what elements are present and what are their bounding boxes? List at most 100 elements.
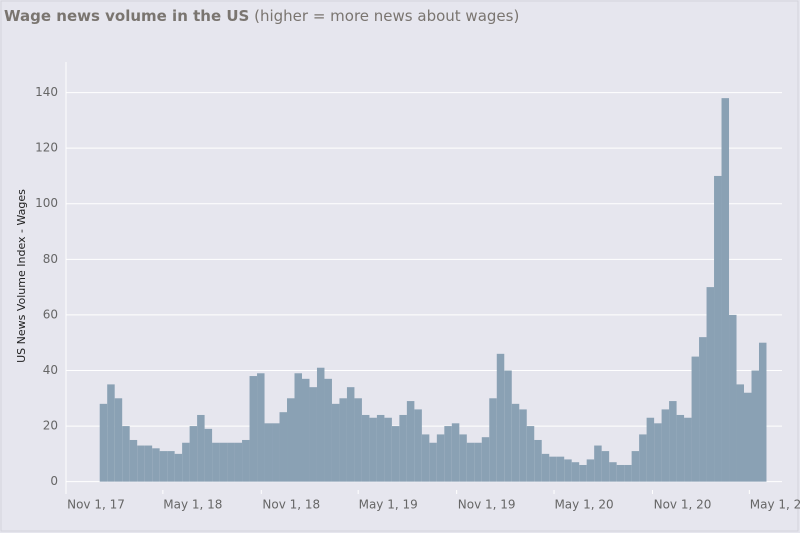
bar <box>451 423 460 482</box>
bar <box>496 353 505 482</box>
bar <box>616 464 625 482</box>
x-tick-label: May 1, 18 <box>163 498 222 512</box>
bar <box>699 337 707 482</box>
bar <box>294 373 302 482</box>
bar <box>691 356 700 482</box>
bar <box>257 373 265 482</box>
x-tick-label: May 1, 20 <box>554 498 613 512</box>
bar <box>721 98 730 482</box>
y-axis-label: US News Volume Index - Wages <box>15 189 28 363</box>
bar <box>639 434 647 482</box>
bar <box>384 417 392 482</box>
bar <box>751 370 759 482</box>
x-tick-label: Nov 1, 18 <box>262 498 320 512</box>
bar <box>144 445 153 482</box>
bar <box>309 387 317 482</box>
bar <box>564 459 572 482</box>
bar <box>729 314 737 482</box>
bar <box>129 439 138 482</box>
y-tick-label: 40 <box>43 363 58 377</box>
bar <box>287 398 295 482</box>
bar <box>436 434 445 482</box>
y-tick-label: 20 <box>43 419 58 433</box>
bar <box>159 451 168 482</box>
bar <box>399 414 407 482</box>
y-tick-label: 140 <box>35 85 58 99</box>
y-tick-label: 120 <box>35 141 58 155</box>
bar <box>511 403 520 482</box>
bar <box>421 434 430 482</box>
bar <box>182 442 190 482</box>
bar <box>481 437 490 482</box>
bar <box>324 378 332 482</box>
bar <box>219 442 228 482</box>
bar <box>594 445 602 482</box>
bar <box>99 403 108 482</box>
bar <box>758 342 767 482</box>
bar <box>624 464 632 482</box>
subtitle: (higher = more news about wages) <box>254 7 519 25</box>
bar <box>316 367 325 482</box>
bar <box>167 451 175 482</box>
bar <box>534 439 542 482</box>
x-tick-label: Nov 1, 19 <box>458 498 516 512</box>
bar <box>346 387 355 482</box>
bar <box>301 378 310 482</box>
bar <box>684 417 692 482</box>
bar <box>744 392 752 482</box>
bar <box>549 456 557 482</box>
bar <box>736 384 745 482</box>
bar <box>556 456 565 482</box>
chart-title: Wage news volume in the US (higher = mor… <box>4 7 519 25</box>
bar <box>279 412 288 482</box>
y-tick-label: 0 <box>50 474 58 488</box>
bar <box>676 414 685 482</box>
bar <box>661 409 670 482</box>
bar <box>227 442 235 482</box>
bar <box>646 417 655 482</box>
bar <box>466 442 475 482</box>
bar <box>369 417 377 482</box>
y-tick-label: 80 <box>43 252 58 266</box>
y-tick-label: 100 <box>35 196 58 210</box>
bar <box>391 426 400 482</box>
bar <box>571 462 580 482</box>
bar <box>579 464 587 482</box>
bar <box>107 384 115 482</box>
bar <box>669 401 677 482</box>
bar <box>376 414 385 482</box>
bar <box>249 376 258 482</box>
title: Wage news volume in the US <box>4 7 249 25</box>
bar <box>174 453 183 482</box>
bar <box>197 414 205 482</box>
bar <box>504 370 512 482</box>
bar <box>429 442 437 482</box>
x-tick-label: May 1, 19 <box>359 498 418 512</box>
bar <box>444 426 452 482</box>
bar <box>414 409 422 482</box>
bar <box>541 453 550 482</box>
bar <box>631 451 640 482</box>
bar <box>609 462 617 482</box>
bar <box>272 423 280 482</box>
bar <box>212 442 220 482</box>
x-tick-label: Nov 1, 20 <box>654 498 712 512</box>
bar <box>234 442 243 482</box>
bar <box>526 426 535 482</box>
bar <box>242 439 250 482</box>
bar <box>122 426 130 482</box>
bar <box>519 409 527 482</box>
bar <box>601 451 610 482</box>
x-tick-label: Nov 1, 17 <box>67 498 125 512</box>
bar <box>361 414 370 482</box>
bar <box>714 175 722 482</box>
y-tick-label: 60 <box>43 307 58 321</box>
bar <box>654 423 662 482</box>
bar <box>489 398 497 482</box>
x-tick-label: May 1, 21 <box>750 498 800 512</box>
bar <box>204 428 213 482</box>
bar <box>474 442 482 482</box>
bar <box>459 434 467 482</box>
bar <box>152 448 160 482</box>
